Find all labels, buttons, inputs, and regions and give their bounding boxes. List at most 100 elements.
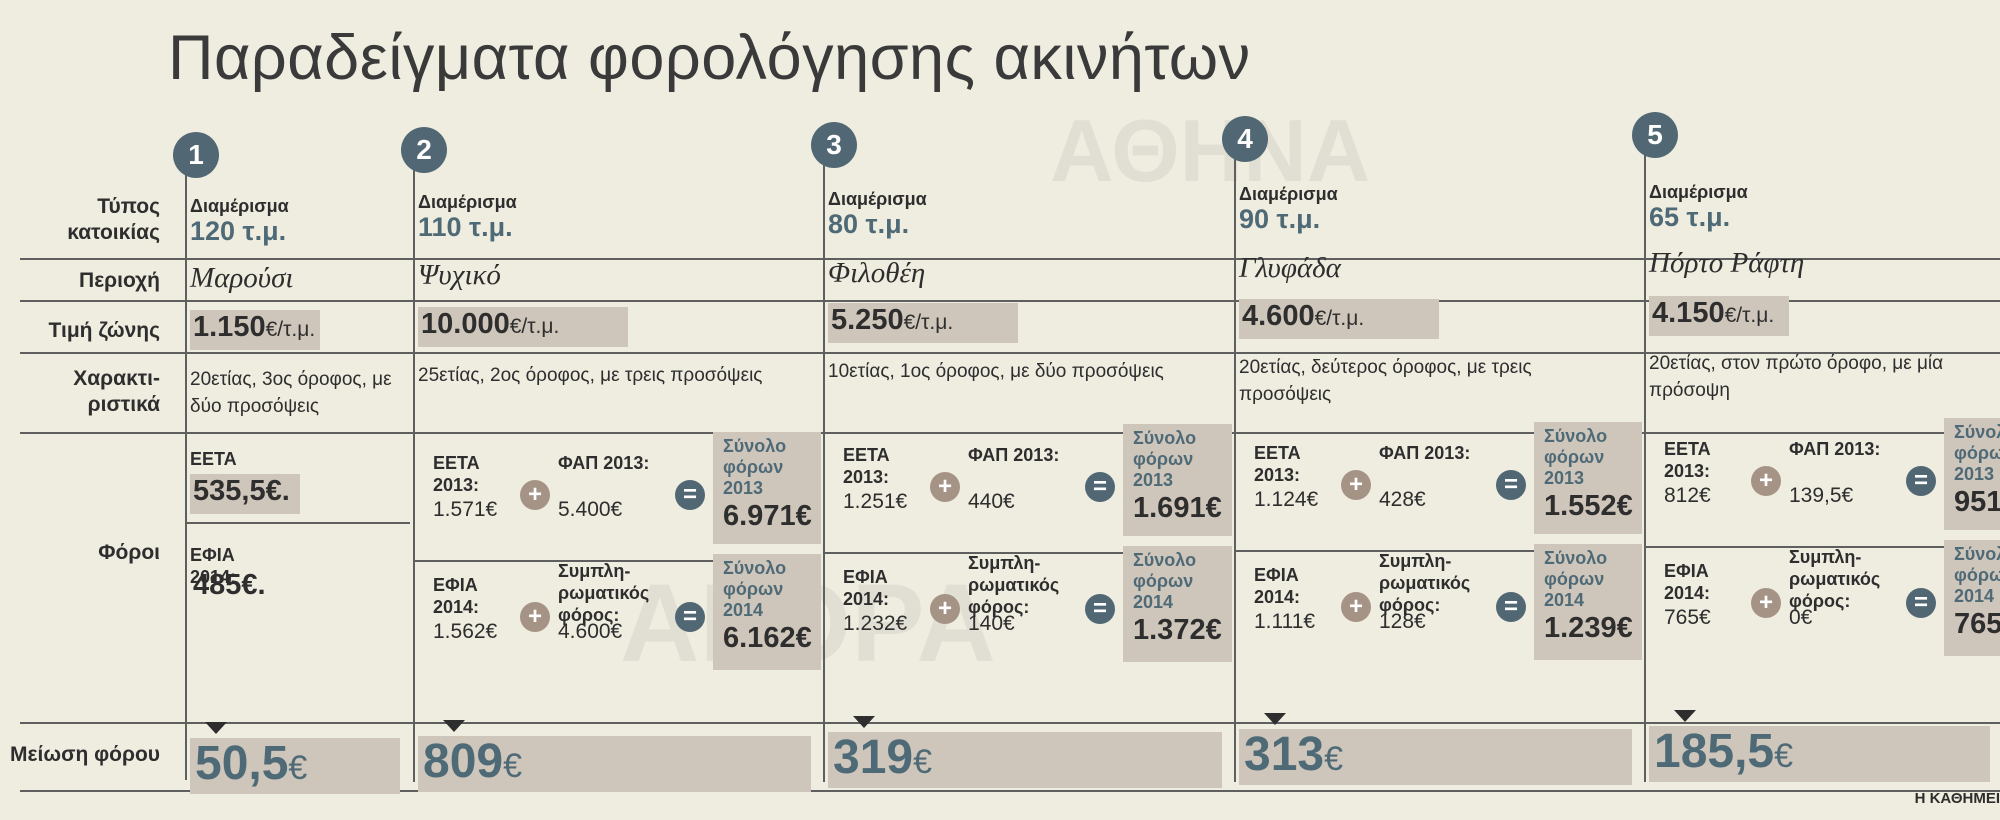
eeta-value-highlight bbox=[190, 474, 300, 514]
equals-circle-icon: = bbox=[1496, 470, 1526, 500]
tax-reduction-unit: € bbox=[1774, 737, 1794, 775]
total-value: 1.372€ bbox=[1133, 614, 1222, 646]
zone-price-value: 5.250 bbox=[831, 304, 904, 336]
tax-reduction-value: 185,5 bbox=[1654, 725, 1775, 778]
bleed-through-texture: ΑΘΗΝΑ bbox=[1050, 101, 1371, 200]
plus-circle-icon: + bbox=[520, 480, 550, 510]
enfia-2014-label: ΕΦΙΑ 2014: bbox=[190, 545, 237, 587]
apartment-type-label: Διαμέρισμα bbox=[828, 189, 927, 209]
area-name: Γλυφάδα bbox=[1239, 252, 1341, 284]
reduction-highlight bbox=[1239, 729, 1632, 785]
fap-label: ΦΑΠ 2013: bbox=[968, 445, 1060, 465]
fap-value: 139,5€ bbox=[1789, 484, 1854, 507]
plus-circle-icon: + bbox=[1751, 466, 1781, 496]
zone-price: 1.150€/τ.μ. bbox=[193, 311, 315, 344]
zone-price-value: 4.150 bbox=[1652, 297, 1725, 329]
price-highlight bbox=[828, 303, 1018, 343]
total-label: Σύνολο φόρων 2013 bbox=[1544, 426, 1608, 488]
equals-circle-icon: = bbox=[1085, 472, 1115, 502]
pointer-triangle-icon bbox=[853, 716, 875, 728]
tax-reduction-unit: € bbox=[1324, 740, 1344, 778]
tax-reduction: 50,5€ bbox=[195, 736, 307, 791]
column-divider bbox=[413, 140, 415, 782]
total-value: 1.691€ bbox=[1133, 492, 1222, 524]
row-divider bbox=[20, 300, 2000, 302]
enfia-value: 1.562€ bbox=[433, 620, 498, 643]
features-text: 25ετίας, 2ος όροφος, με τρεις προσόψεις bbox=[418, 365, 763, 386]
total-label: Σύνολο φόρων 2014 bbox=[723, 558, 787, 620]
example-number-badge: 4 bbox=[1222, 116, 1268, 162]
equals-circle-icon: = bbox=[1085, 594, 1115, 624]
example-number-badge: 5 bbox=[1632, 112, 1678, 158]
features-text: 20ετίας, 3ος όροφος, με δύο προσόψεις bbox=[190, 369, 392, 417]
total-value: 1.552€ bbox=[1544, 490, 1633, 522]
row-label-zone-price: Τιμή ζώνης bbox=[48, 319, 160, 342]
plus-circle-icon: + bbox=[930, 472, 960, 502]
column-divider bbox=[1644, 140, 1646, 782]
tax-subdivider bbox=[1234, 550, 1642, 552]
equals-circle-icon: = bbox=[675, 480, 705, 510]
supplementary-tax-value: 0€ bbox=[1789, 606, 1813, 629]
zone-price: 4.150€/τ.μ. bbox=[1652, 297, 1774, 330]
tax-reduction-value: 313 bbox=[1244, 728, 1325, 781]
row-divider bbox=[20, 258, 2000, 260]
pointer-triangle-icon bbox=[205, 722, 227, 734]
supplementary-tax-label: Συμπλη- ρωματικός φόρος: bbox=[1789, 547, 1881, 611]
price-highlight bbox=[1649, 296, 1789, 336]
features-text: 20ετίας, στον πρώτο όροφο, με μία πρόσοψ… bbox=[1649, 353, 1944, 401]
total-label: Σύνολο φόρων 2014 bbox=[1133, 550, 1197, 612]
eeta-2013-value: 535,5€. bbox=[193, 475, 290, 507]
total-highlight bbox=[1944, 418, 2000, 530]
area-name: Πόρτο Ράφτη bbox=[1649, 247, 1805, 279]
column-divider bbox=[185, 140, 187, 780]
equals-circle-icon: = bbox=[675, 602, 705, 632]
tax-reduction-value: 319 bbox=[833, 731, 914, 784]
area-name: Φιλοθέη bbox=[828, 257, 926, 289]
row-label-reduction: Μείωση φόρου bbox=[10, 743, 160, 766]
total-highlight bbox=[1944, 540, 2000, 656]
area-name: Ψυχικό bbox=[418, 259, 501, 291]
zone-price: 4.600€/τ.μ. bbox=[1242, 300, 1364, 333]
pointer-triangle-icon bbox=[1674, 710, 1696, 722]
tax-reduction-unit: € bbox=[503, 747, 523, 785]
zone-price-value: 1.150 bbox=[193, 311, 266, 343]
zone-price-unit: €/τ.μ. bbox=[265, 318, 316, 341]
row-divider bbox=[20, 790, 2000, 792]
zone-price-unit: €/τ.μ. bbox=[509, 315, 560, 338]
row-label-features: Χαρακτι- ριστικά bbox=[73, 367, 160, 416]
eeta-value: 812€ bbox=[1664, 484, 1711, 507]
example-number-badge: 2 bbox=[401, 127, 447, 173]
plus-circle-icon: + bbox=[930, 594, 960, 624]
price-highlight bbox=[1239, 299, 1439, 339]
enfia-2014-value: 485€. bbox=[193, 569, 266, 601]
tax-subdivider bbox=[413, 560, 821, 562]
total-value: 6.971€ bbox=[723, 500, 812, 532]
plus-circle-icon: + bbox=[520, 602, 550, 632]
reduction-highlight bbox=[190, 738, 400, 794]
row-label-area: Περιοχή bbox=[79, 269, 160, 292]
total-label: Σύνολο φόρων 2013 bbox=[723, 436, 787, 498]
apartment-type-label: Διαμέρισμα bbox=[1649, 182, 1748, 202]
apartment-size: 120 τ.μ. bbox=[190, 216, 287, 246]
plus-circle-icon: + bbox=[1751, 588, 1781, 618]
fap-label: ΦΑΠ 2013: bbox=[558, 453, 650, 473]
fap-value: 428€ bbox=[1379, 488, 1426, 511]
column-divider bbox=[823, 140, 825, 782]
total-highlight bbox=[1123, 546, 1232, 662]
example-number-badge: 1 bbox=[173, 132, 219, 178]
example-number-badge: 3 bbox=[811, 122, 857, 168]
zone-price-unit: €/τ.μ. bbox=[903, 311, 954, 334]
apartment-size: 65 τ.μ. bbox=[1649, 202, 1731, 232]
eeta-value: 1.571€ bbox=[433, 498, 498, 521]
total-value: 6.162€ bbox=[723, 622, 812, 654]
apartment-type-label: Διαμέρισμα bbox=[418, 192, 517, 212]
tax-subdivider bbox=[1644, 546, 2000, 548]
tax-reduction-unit: € bbox=[288, 749, 308, 787]
eeta-label: ΕΕΤΑ 2013: bbox=[1664, 439, 1711, 481]
total-highlight bbox=[713, 432, 821, 544]
total-highlight bbox=[713, 554, 821, 670]
total-label: Σύνολο φόρων 2014 bbox=[1954, 544, 2000, 606]
fap-value: 440€ bbox=[968, 490, 1015, 513]
enfia-value: 1.232€ bbox=[843, 612, 908, 635]
